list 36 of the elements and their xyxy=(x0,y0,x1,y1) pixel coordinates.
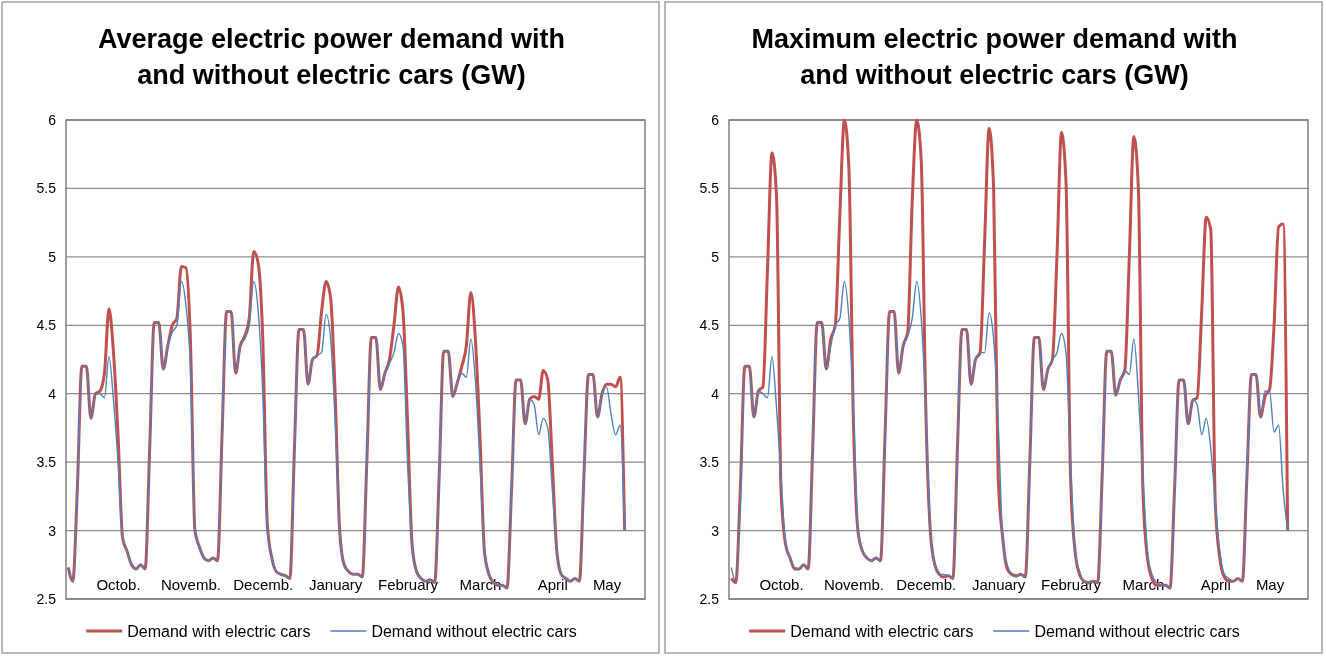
y-tick-label: 4.5 xyxy=(36,317,57,334)
x-tick-label: Novemb. xyxy=(160,575,221,593)
chart-title: Maximum electric power demand with and without electric cars (GW) xyxy=(751,24,1238,90)
x-tick-label: Octob. xyxy=(759,575,804,593)
y-tick-label: 3.5 xyxy=(699,454,720,471)
x-tick-label: February xyxy=(378,575,439,593)
y-tick-label: 6 xyxy=(48,111,57,128)
x-tick-label: Octob. xyxy=(96,575,141,593)
legend-label: Demand with electric cars xyxy=(790,623,974,640)
x-tick-label: Novemb. xyxy=(823,575,884,593)
y-tick-label: 5.5 xyxy=(699,180,720,197)
y-tick-label: 5 xyxy=(711,248,720,265)
x-tick-label: January xyxy=(308,575,363,593)
x-tick-label: May xyxy=(592,575,622,593)
y-tick-label: 3 xyxy=(48,522,57,539)
legend-label: Demand without electric cars xyxy=(1034,623,1240,640)
y-tick-label: 4.5 xyxy=(699,317,720,334)
y-tick-label: 5 xyxy=(48,248,57,265)
x-tick-label: Decemb. xyxy=(896,575,957,593)
chart-title: Average electric power demand with and without electric cars (GW) xyxy=(97,24,566,90)
y-tick-label: 4 xyxy=(48,385,57,402)
x-tick-label: Decemb. xyxy=(233,575,294,593)
legend-label: Demand with electric cars xyxy=(127,623,311,640)
y-tick-label: 3 xyxy=(711,522,720,539)
y-tick-label: 4 xyxy=(711,385,720,402)
y-tick-label: 2.5 xyxy=(36,590,57,607)
y-tick-label: 2.5 xyxy=(699,590,720,607)
x-tick-label: April xyxy=(537,575,568,593)
x-tick-label: January xyxy=(971,575,1026,593)
y-tick-label: 3.5 xyxy=(36,454,57,471)
x-tick-label: February xyxy=(1041,575,1102,593)
y-tick-label: 5.5 xyxy=(36,180,57,197)
x-tick-label: April xyxy=(1200,575,1231,593)
y-tick-label: 6 xyxy=(711,111,720,128)
x-tick-label: May xyxy=(1255,575,1285,593)
legend-label: Demand without electric cars xyxy=(371,623,577,640)
